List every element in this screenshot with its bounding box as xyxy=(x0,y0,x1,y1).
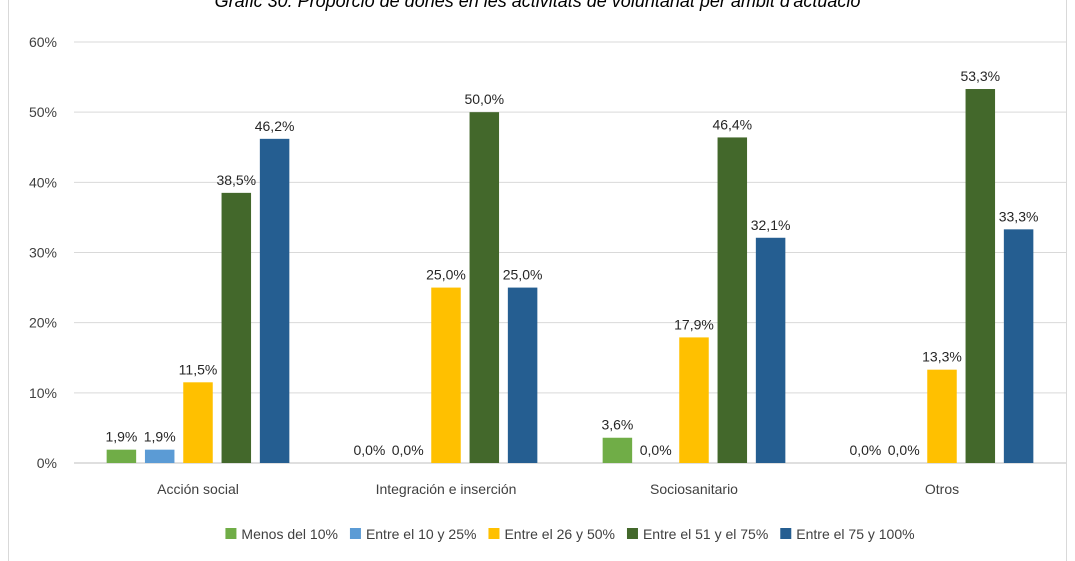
data-label: 1,9% xyxy=(105,429,137,445)
data-label: 0,0% xyxy=(353,442,385,458)
data-label: 25,0% xyxy=(426,267,466,283)
data-label: 38,5% xyxy=(216,172,256,188)
data-label: 46,2% xyxy=(255,118,295,134)
bar xyxy=(431,287,461,463)
legend-swatch xyxy=(488,528,500,539)
x-category-label: Integración e inserción xyxy=(376,481,517,497)
data-label: 33,3% xyxy=(999,208,1039,224)
bar xyxy=(106,449,137,463)
bar xyxy=(507,287,538,463)
data-label: 50,0% xyxy=(464,91,504,107)
legend-label: Menos del 10% xyxy=(241,526,338,542)
y-tick-label: 40% xyxy=(29,174,57,190)
bar xyxy=(1003,229,1034,463)
y-tick-label: 20% xyxy=(29,315,57,331)
x-category-label: Acción social xyxy=(157,481,239,497)
y-tick-label: 50% xyxy=(29,104,57,120)
legend-swatch xyxy=(225,528,237,539)
legend-swatch xyxy=(626,528,638,539)
data-label: 1,9% xyxy=(144,429,176,445)
bar xyxy=(602,437,633,463)
bar xyxy=(927,369,957,463)
data-label: 32,1% xyxy=(751,217,791,233)
data-label: 53,3% xyxy=(960,68,1000,84)
data-label: 11,5% xyxy=(179,361,218,377)
data-label: 25,0% xyxy=(503,267,543,283)
data-label: 0,0% xyxy=(640,442,672,458)
data-label: 3,6% xyxy=(601,417,633,433)
bar xyxy=(259,138,290,463)
y-tick-label: 30% xyxy=(29,245,57,261)
y-tick-label: 60% xyxy=(29,34,57,50)
legend-swatch xyxy=(349,528,361,539)
y-tick-label: 0% xyxy=(37,455,57,471)
bar xyxy=(469,112,500,464)
x-category-label: Sociosanitario xyxy=(650,481,738,497)
legend-label: Entre el 26 y 50% xyxy=(504,526,615,542)
bar xyxy=(965,89,996,464)
bar xyxy=(679,337,709,463)
legend-label: Entre el 51 y el 75% xyxy=(643,526,768,542)
x-category-label: Otros xyxy=(925,481,959,497)
data-label: 17,9% xyxy=(674,316,714,332)
data-label: 46,4% xyxy=(712,116,752,132)
bar xyxy=(144,449,175,463)
chart-title: Gràfic 30. Proporció de dones en les act… xyxy=(214,0,861,11)
data-label: 0,0% xyxy=(392,442,424,458)
bar xyxy=(755,237,786,463)
legend-label: Entre el 10 y 25% xyxy=(366,526,477,542)
y-tick-label: 10% xyxy=(29,385,57,401)
legend-swatch xyxy=(780,528,792,539)
data-label: 13,3% xyxy=(922,349,962,365)
data-label: 0,0% xyxy=(888,442,920,458)
bar xyxy=(221,192,252,463)
bar xyxy=(717,137,748,463)
legend-label: Entre el 75 y 100% xyxy=(796,526,914,542)
bar xyxy=(183,382,213,463)
chart-frame xyxy=(8,0,1067,561)
data-label: 0,0% xyxy=(849,442,881,458)
